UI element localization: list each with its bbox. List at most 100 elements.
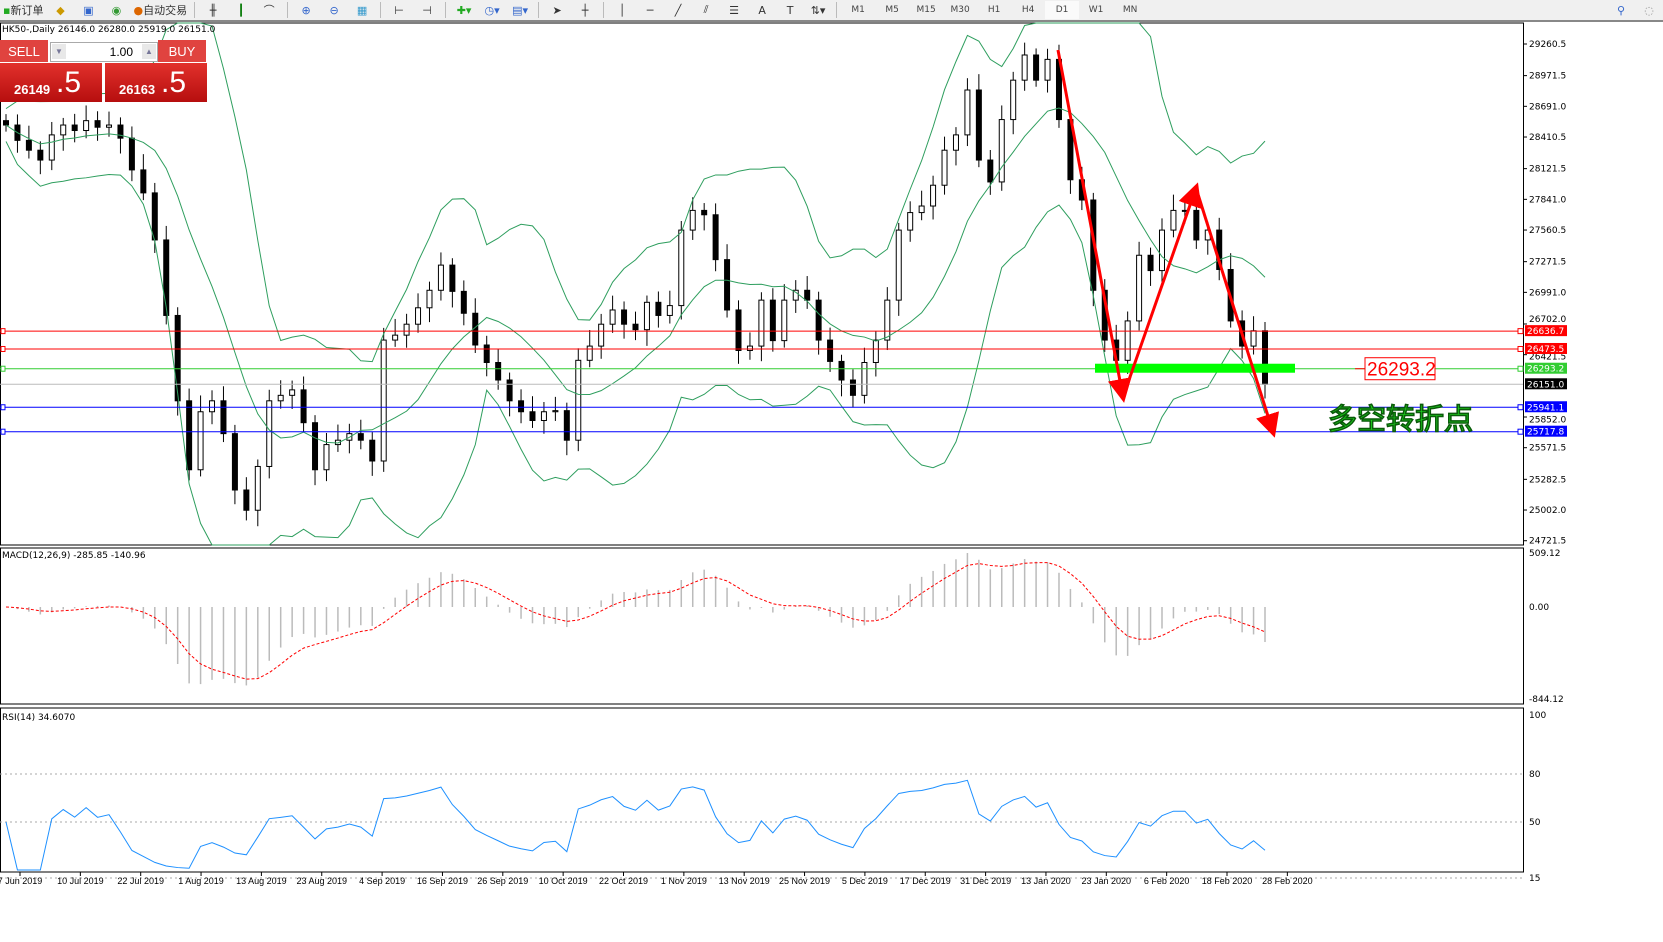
price-axis-label: 25571.5: [1529, 444, 1566, 454]
search-icon[interactable]: ⚲: [1616, 3, 1626, 17]
fibonacci-icon[interactable]: ☰: [729, 3, 740, 17]
candle-body: [987, 159, 994, 183]
price-axis-label: 27271.5: [1529, 258, 1566, 268]
trend-arrow: [1121, 182, 1202, 398]
candle-body: [998, 119, 1005, 183]
periods-icon[interactable]: ◷▾: [484, 3, 500, 17]
price-axis-label: 28410.5: [1529, 133, 1566, 143]
horizontal-line-icon[interactable]: ─: [646, 3, 654, 17]
candlestick-icon[interactable]: ┃: [237, 3, 245, 17]
crosshair-icon[interactable]: ┼: [581, 3, 589, 17]
date-axis-label: 5 Dec 2019: [842, 876, 888, 886]
macd-axis-label: -844.12: [1529, 695, 1564, 705]
candle-body: [655, 301, 662, 316]
date-axis-label: 13 Aug 2019: [236, 876, 287, 886]
rsi-axis-label: 80: [1529, 770, 1541, 780]
level-handle: [0, 404, 6, 411]
price-level-tag: [1525, 362, 1567, 374]
timeframe-h4[interactable]: H4: [1021, 5, 1035, 15]
candle-body: [838, 360, 845, 381]
signals-icon[interactable]: ◉: [111, 3, 122, 17]
chart-area[interactable]: 29260.5 28971.5 28691.0 28410.5 28121.5 27841…: [0, 22, 1663, 942]
candle-body: [918, 205, 925, 214]
candle-body: [357, 433, 364, 441]
candle-body: [460, 290, 467, 314]
text-icon[interactable]: A: [758, 3, 766, 17]
candle-body: [60, 124, 67, 136]
candle-body: [209, 400, 216, 413]
arrows-icon[interactable]: ⇅▾: [810, 3, 826, 17]
chat-icon[interactable]: ◌: [1644, 3, 1654, 17]
auto-trading-button[interactable]: ● 自动交易: [133, 3, 188, 18]
zoom-out-icon[interactable]: ⊖: [329, 3, 339, 17]
price-axis-label: 24721.5: [1529, 537, 1566, 547]
price-axis-label: 28691.0: [1529, 102, 1566, 112]
chart-shift-icon[interactable]: ⊣: [422, 3, 432, 17]
candle-body: [1262, 330, 1268, 385]
annotation-label-box: [1364, 357, 1436, 381]
timeframe-m30[interactable]: M30: [950, 5, 970, 15]
buy-button[interactable]: BUY: [158, 40, 206, 63]
timeframe-mn[interactable]: MN: [1122, 5, 1138, 15]
navigator-icon[interactable]: ▣: [83, 3, 94, 17]
price-axis-label: 29260.5: [1529, 40, 1566, 50]
macd-label: MACD(12,26,9) -285.85 -140.96: [2, 551, 146, 561]
date-axis-label: 18 Feb 2020: [1202, 876, 1253, 886]
date-axis-label: 31 Dec 2019: [960, 876, 1011, 886]
indicators-icon[interactable]: ✚▾: [456, 3, 472, 17]
candle-body: [392, 334, 399, 341]
candle-body: [552, 410, 559, 413]
market-watch-icon[interactable]: ◆: [56, 3, 65, 17]
trendline-icon[interactable]: ╱: [674, 3, 682, 17]
candle-body: [1193, 209, 1200, 241]
date-axis-label: 4 Sep 2019: [359, 876, 405, 886]
text-label-icon[interactable]: T: [786, 3, 794, 17]
sell-button[interactable]: SELL: [0, 40, 48, 63]
support-zone-bar: [1095, 363, 1295, 373]
equidistant-channel-icon[interactable]: ⫽: [703, 3, 709, 16]
new-order-button[interactable]: ▪ 新订单: [3, 3, 44, 18]
date-axis-label: 7 Jun 2019: [0, 876, 42, 886]
main-pane-frame: [0, 22, 1524, 546]
candle-body: [930, 184, 937, 207]
cursor-icon[interactable]: ➤: [552, 3, 562, 17]
candle-body: [426, 289, 433, 309]
lot-decrease-button[interactable]: ▼: [52, 44, 66, 59]
candle-body: [724, 259, 731, 311]
bar-chart-icon[interactable]: ╫: [209, 3, 217, 17]
timeframe-d1[interactable]: D1: [1045, 1, 1080, 19]
candle-body: [701, 209, 708, 216]
candle-body: [529, 411, 536, 422]
candle-body: [1010, 79, 1017, 121]
price-level-tag: [1525, 342, 1567, 354]
sell-price[interactable]: 26149.5: [0, 63, 102, 102]
tile-windows-icon[interactable]: ▦: [356, 3, 368, 17]
candle-body: [71, 124, 78, 132]
candle-body: [117, 124, 124, 139]
rsi-axis-label: 50: [1529, 818, 1541, 828]
bollinger-middle: [5, 107, 1266, 444]
candle-body: [140, 169, 147, 194]
candle-body: [254, 465, 261, 511]
price-axis-label: 28971.5: [1529, 72, 1566, 82]
level-handle: [1517, 328, 1524, 335]
timeframe-m5[interactable]: M5: [885, 5, 899, 15]
candle-body: [300, 389, 307, 424]
timeframe-w1[interactable]: W1: [1088, 5, 1104, 15]
line-chart-icon[interactable]: ⌒: [263, 4, 275, 17]
vertical-line-icon[interactable]: │: [618, 3, 626, 17]
autoscroll-icon[interactable]: ⊢: [394, 3, 404, 17]
bollinger-lower: [5, 141, 1266, 546]
timeframe-h1[interactable]: H1: [987, 5, 1001, 15]
candle-body: [323, 444, 330, 471]
zoom-in-icon[interactable]: ⊕: [301, 3, 311, 17]
templates-icon[interactable]: ▤▾: [512, 3, 529, 17]
buy-price[interactable]: 26163.5: [105, 63, 207, 102]
timeframe-m15[interactable]: M15: [916, 5, 936, 15]
timeframe-m1[interactable]: M1: [851, 5, 865, 15]
lot-increase-button[interactable]: ▲: [142, 44, 156, 59]
lot-size-input[interactable]: ▼ 1.00 ▲: [50, 42, 158, 62]
candle-body: [781, 299, 788, 342]
candle-body: [758, 299, 765, 347]
candle-body: [1033, 54, 1040, 81]
